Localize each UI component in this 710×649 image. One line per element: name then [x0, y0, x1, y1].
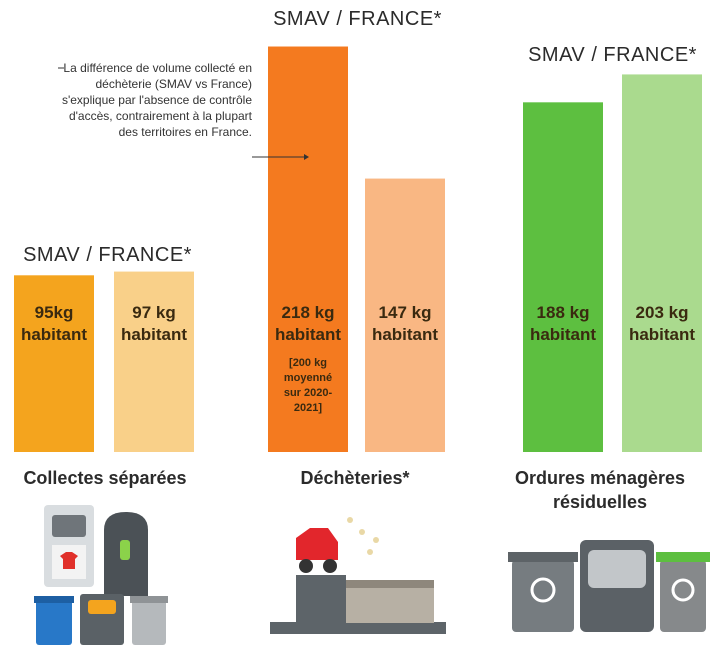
- group-title: Ordures ménagères résiduelles: [514, 468, 686, 512]
- pair-header: SMAV / FRANCE*: [528, 44, 697, 66]
- bar: [622, 74, 702, 453]
- bar: [365, 178, 445, 452]
- value-label: 97 kg habitant: [120, 303, 188, 344]
- omr-icon: [508, 540, 710, 632]
- bar: [14, 275, 94, 452]
- annotation: La différence de volume collecté en déch…: [61, 61, 252, 139]
- bar: [268, 46, 348, 453]
- value-label: 203 kg habitant: [628, 303, 696, 344]
- value-label: 188 kg habitant: [529, 303, 597, 344]
- group-title: Déchèteries*: [300, 468, 410, 488]
- pair-header: SMAV / FRANCE*: [23, 244, 192, 266]
- value-label: 218 kg habitant: [274, 303, 342, 344]
- value-label: 95kg habitant: [20, 303, 88, 344]
- bar-note: [200 kg moyenné sur 2020-2021]: [283, 357, 333, 414]
- dechetterie-icon: [270, 517, 446, 634]
- bar: [523, 102, 603, 452]
- bar: [114, 271, 194, 452]
- group-title: Collectes séparées: [23, 468, 187, 488]
- bins-icon: [34, 505, 168, 645]
- value-label: 147 kg habitant: [371, 303, 439, 344]
- pair-header: SMAV / FRANCE*: [273, 8, 442, 30]
- annotation-arrowhead: [304, 154, 309, 160]
